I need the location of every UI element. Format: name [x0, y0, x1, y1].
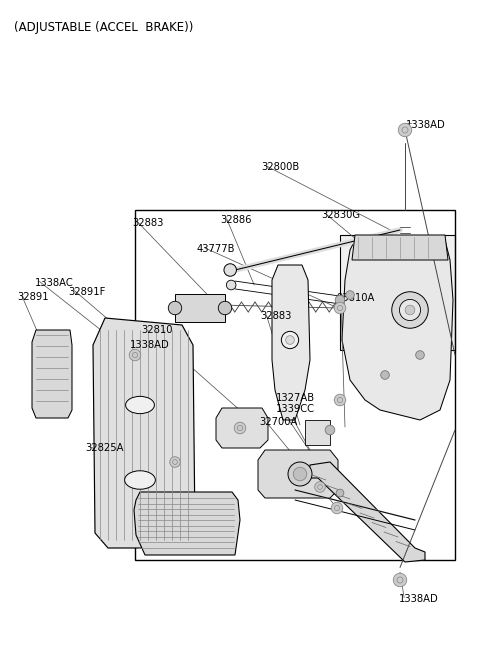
Ellipse shape: [129, 349, 141, 361]
Polygon shape: [258, 450, 338, 498]
Polygon shape: [272, 265, 310, 420]
Polygon shape: [342, 240, 453, 420]
Ellipse shape: [402, 127, 408, 133]
Text: 32891: 32891: [17, 291, 48, 302]
Ellipse shape: [238, 425, 242, 430]
Text: 32810: 32810: [142, 325, 173, 335]
Text: (ADJUSTABLE (ACCEL  BRAKE)): (ADJUSTABLE (ACCEL BRAKE)): [14, 21, 194, 34]
Polygon shape: [32, 330, 72, 418]
Ellipse shape: [293, 467, 307, 481]
Polygon shape: [134, 492, 240, 555]
Text: 43777B: 43777B: [197, 244, 235, 255]
Text: 1338AD: 1338AD: [130, 340, 169, 350]
Polygon shape: [305, 420, 330, 445]
Ellipse shape: [335, 295, 345, 305]
Text: 1338AC: 1338AC: [35, 277, 73, 288]
Ellipse shape: [416, 351, 424, 359]
Bar: [175, 294, 225, 323]
Ellipse shape: [335, 505, 339, 510]
Ellipse shape: [325, 425, 335, 435]
Ellipse shape: [393, 573, 407, 586]
Ellipse shape: [398, 123, 412, 136]
Ellipse shape: [331, 502, 343, 514]
Ellipse shape: [224, 264, 237, 276]
Text: 1339CC: 1339CC: [276, 404, 315, 415]
Polygon shape: [216, 408, 268, 448]
Text: 32800B: 32800B: [262, 162, 300, 173]
Text: 93810A: 93810A: [336, 293, 374, 303]
Ellipse shape: [318, 485, 323, 489]
Text: 32886: 32886: [220, 215, 252, 225]
Ellipse shape: [337, 398, 343, 403]
Ellipse shape: [126, 396, 155, 414]
Ellipse shape: [227, 280, 236, 290]
Ellipse shape: [405, 305, 415, 315]
Polygon shape: [308, 462, 425, 562]
Ellipse shape: [288, 462, 312, 486]
Ellipse shape: [168, 301, 182, 315]
Ellipse shape: [170, 457, 180, 467]
Ellipse shape: [337, 306, 343, 310]
Ellipse shape: [381, 371, 389, 379]
Ellipse shape: [334, 302, 346, 314]
Ellipse shape: [218, 301, 232, 315]
Text: 1338AD: 1338AD: [406, 119, 445, 130]
Ellipse shape: [234, 422, 246, 434]
Ellipse shape: [281, 331, 299, 348]
Bar: [135, 210, 455, 560]
Ellipse shape: [173, 460, 178, 464]
Ellipse shape: [132, 352, 138, 358]
Ellipse shape: [286, 336, 294, 344]
Text: 1338AD: 1338AD: [399, 594, 439, 604]
Ellipse shape: [315, 482, 325, 492]
Ellipse shape: [334, 394, 346, 406]
Bar: [340, 235, 455, 350]
Text: 1327AB: 1327AB: [276, 392, 315, 403]
Ellipse shape: [399, 299, 420, 321]
Ellipse shape: [125, 471, 156, 489]
Ellipse shape: [336, 489, 344, 497]
Ellipse shape: [346, 291, 354, 299]
Text: 32883: 32883: [132, 218, 163, 228]
Text: 32883: 32883: [261, 311, 292, 321]
Polygon shape: [93, 318, 195, 548]
Text: 32891F: 32891F: [68, 287, 106, 297]
Ellipse shape: [392, 292, 428, 328]
Text: 32700A: 32700A: [259, 417, 298, 427]
Ellipse shape: [397, 577, 403, 583]
Text: 32830G: 32830G: [322, 209, 361, 220]
Polygon shape: [352, 235, 448, 260]
Text: 32825A: 32825A: [85, 443, 124, 453]
